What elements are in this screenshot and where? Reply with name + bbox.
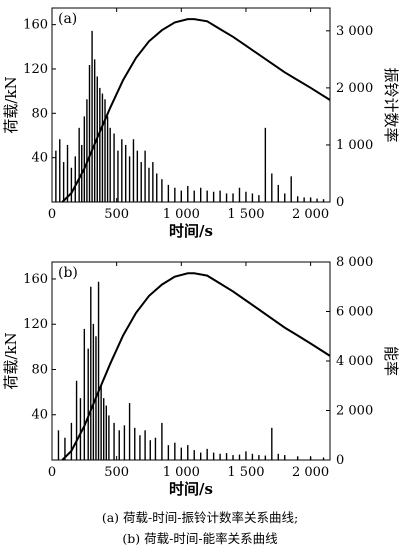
x-tick-label: 1 000 (163, 207, 200, 222)
y2-axis-label: 能率 (382, 346, 400, 376)
caption-a: (a) 荷载-时间-振铃计数率关系曲线; (101, 510, 299, 525)
y-axis-label: 荷载/kN (2, 76, 20, 133)
figure: 0 500 1 000 1 500 2 000 40 80 120 160 0 1 000 2 000… (2, 7, 400, 498)
y-tick-label: 80 (31, 362, 48, 377)
caption-b: (b) 荷载-时间-能率关系曲线 (122, 531, 278, 546)
y2-tick-label: 2 000 (336, 81, 373, 96)
series-line (61, 18, 331, 203)
y2-tick-label: 1 000 (336, 138, 373, 153)
x-tick-label: 1 500 (227, 465, 264, 480)
chart-panel-a: 0 500 1 000 1 500 2 000 40 80 120 160 0 1 000 2 000… (2, 7, 400, 240)
y-tick-label: 80 (31, 106, 48, 121)
x-tick-label: 2 000 (292, 207, 329, 222)
x-axis-label: 时间/s (169, 222, 213, 240)
y2-tick-label: 2 000 (336, 404, 373, 419)
x-tick-label: 0 (48, 207, 56, 222)
y-tick-label: 40 (31, 151, 48, 166)
y2-tick-label: 6 000 (336, 305, 373, 320)
y-tick-label: 160 (23, 18, 48, 33)
y-tick-label: 160 (23, 272, 48, 287)
y-tick-label: 40 (31, 408, 48, 423)
x-tick-label: 1 500 (227, 207, 264, 222)
y2-tick-label: 4 000 (336, 354, 373, 369)
x-tick-label: 0 (48, 465, 56, 480)
y-tick-label: 120 (23, 62, 48, 77)
x-tick-label: 2 000 (292, 465, 329, 480)
y2-axis-label: 振铃计数率 (382, 67, 400, 142)
chart-panel-b: 0 500 1 000 1 500 2 000 40 80 120 160 0 2 000 4 000… (2, 255, 400, 498)
x-tick-label: 500 (104, 465, 129, 480)
panel-label: (b) (58, 265, 78, 281)
y2-tick-label: 0 (336, 453, 344, 468)
y2-tick-label: 0 (336, 195, 344, 210)
y2-tick-label: 8 000 (336, 255, 373, 270)
x-tick-label: 1 000 (163, 465, 200, 480)
y-tick-label: 120 (23, 317, 48, 332)
series-line (61, 272, 331, 461)
y2-tick-label: 3 000 (336, 24, 373, 39)
y-axis-label: 荷载/kN (2, 332, 20, 389)
x-axis-label: 时间/s (169, 480, 213, 498)
x-tick-label: 500 (104, 207, 129, 222)
plot-frame (51, 7, 331, 203)
panel-label: (a) (58, 11, 77, 27)
